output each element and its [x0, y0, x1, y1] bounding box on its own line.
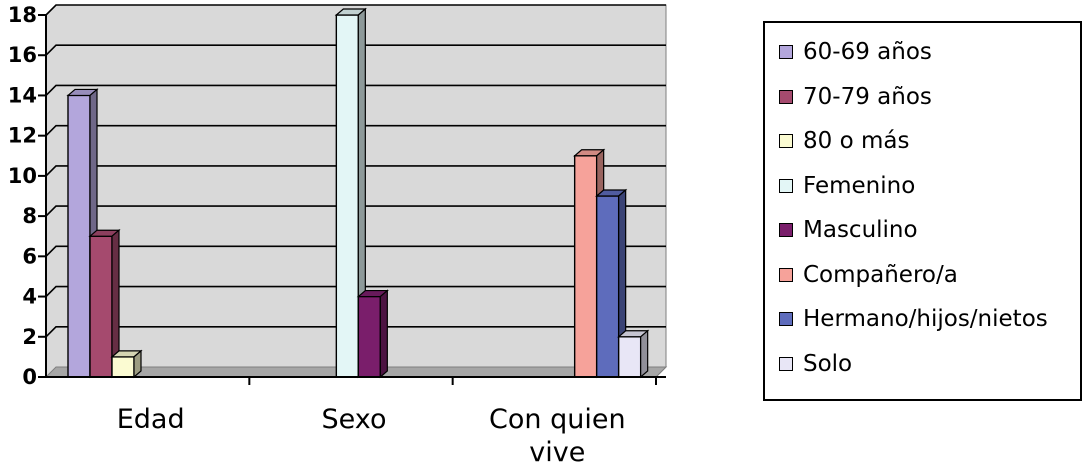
legend-item: Hermano/hijos/nietos	[779, 304, 1048, 334]
bar-front	[573, 155, 598, 378]
gridline	[45, 205, 666, 217]
bar-side	[133, 349, 142, 379]
y-tick-label: 6	[22, 244, 37, 268]
legend: 60-69 años 70-79 años 80 o más Femenino Masc…	[763, 21, 1082, 401]
gridline	[45, 84, 666, 97]
gridline	[45, 245, 666, 257]
legend-item: Femenino	[779, 171, 915, 201]
y-tick-label: 0	[22, 365, 37, 389]
gridlines	[38, 4, 666, 378]
legend-item: Solo	[779, 349, 852, 379]
legend-label: Masculino	[803, 217, 918, 243]
x-category-label: Con quien vive	[489, 404, 626, 466]
legend-item: Compañero/a	[779, 260, 958, 290]
bar	[88, 228, 121, 379]
legend-swatch	[779, 134, 793, 148]
bar-front	[111, 356, 135, 378]
legend-label: Femenino	[803, 172, 916, 199]
legend-label: 70-79 años	[803, 83, 932, 110]
legend-swatch	[779, 45, 793, 59]
bar-front	[595, 195, 620, 378]
legend-swatch	[779, 178, 793, 193]
legend-swatch	[779, 223, 793, 237]
legend-label: 80 o más	[803, 128, 910, 154]
bar-side	[640, 329, 649, 379]
legend-item: 60-69 años	[779, 37, 932, 67]
bar	[110, 349, 143, 379]
gridline	[45, 325, 666, 338]
y-tick-label: 16	[8, 43, 37, 67]
legend-label: Compañero/a	[803, 261, 958, 288]
y-tick-label: 18	[8, 3, 37, 27]
legend-item: 70-79 años	[779, 82, 932, 112]
legend-item: 80 o más	[779, 126, 909, 156]
y-tick-label: 10	[8, 164, 37, 188]
gridline	[45, 124, 666, 137]
legend-label: Hermano/hijos/nietos	[803, 306, 1048, 332]
legend-label: Solo	[803, 350, 853, 377]
y-tick-label: 2	[22, 325, 37, 349]
bar-front	[67, 94, 91, 378]
y-tick-labels: 0 2 4 6 8 10 12 14 16 18	[8, 3, 37, 389]
bar	[595, 188, 628, 379]
bar-front	[335, 14, 360, 378]
bar	[356, 289, 389, 379]
y-tick-label: 14	[8, 83, 37, 107]
legend-label: 60-69 años	[803, 39, 932, 65]
legend-swatch	[779, 356, 793, 371]
gridline	[45, 165, 666, 177]
legend-swatch	[779, 267, 793, 282]
bar-front	[89, 235, 113, 378]
gridline	[45, 285, 666, 298]
x-category-label: Sexo	[322, 404, 387, 435]
y-tick-label: 4	[22, 285, 37, 309]
x-category-label: Edad	[117, 404, 185, 435]
bar-front	[357, 295, 382, 378]
bar-front	[617, 336, 642, 378]
legend-item: Masculino	[779, 215, 918, 245]
bar	[617, 329, 650, 379]
gridline	[45, 4, 666, 16]
chart: 0 2 4 6 8 10 12 14 16 18 Edad Sexo Con quien vive	[8, 3, 668, 466]
y-tick-label: 8	[22, 204, 37, 228]
legend-swatch	[779, 89, 793, 104]
y-tick-label: 12	[8, 124, 37, 148]
gridline	[45, 44, 666, 56]
legend-swatch	[779, 312, 793, 326]
x-category-labels: Edad Sexo Con quien vive	[117, 404, 626, 466]
bars	[66, 7, 650, 379]
axes	[45, 15, 666, 385]
bar-side	[379, 289, 388, 379]
